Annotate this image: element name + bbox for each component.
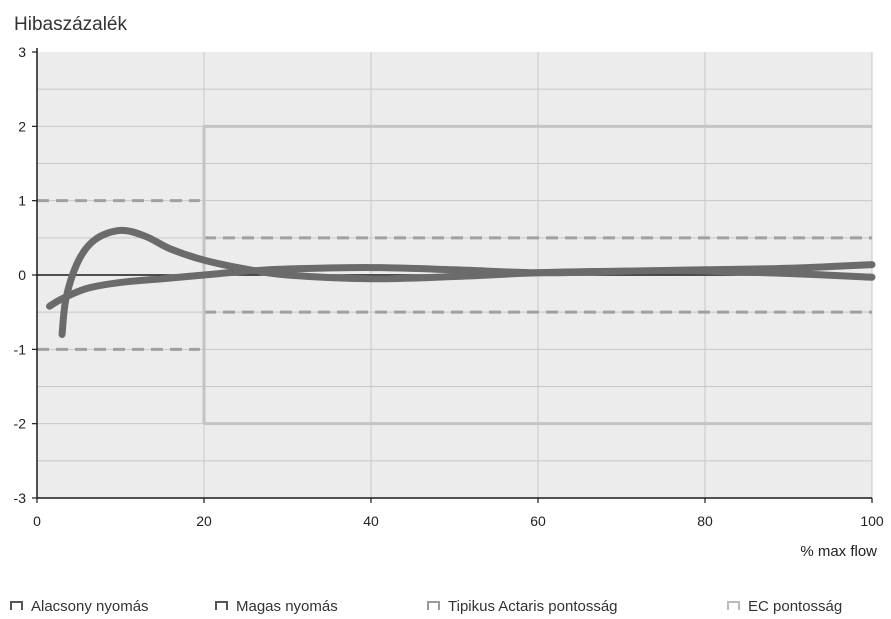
legend: Alacsony nyomás Magas nyomás Tipikus Act…	[0, 598, 891, 619]
x-tick-label: 80	[697, 513, 713, 529]
y-tick-label: 3	[18, 44, 26, 60]
legend-swatch	[215, 601, 228, 610]
x-tick-label: 20	[196, 513, 212, 529]
series-line-magas-nyomas	[46, 261, 876, 310]
legend-label: Magas nyomás	[236, 598, 338, 615]
x-tick-label: 100	[860, 513, 884, 529]
x-tick-label: 40	[363, 513, 379, 529]
legend-item-actaris: Tipikus Actaris pontosság	[427, 598, 618, 615]
y-tick-label: 1	[18, 193, 26, 209]
legend-label: Tipikus Actaris pontosság	[448, 598, 618, 615]
x-axis-label: % max flow	[800, 543, 877, 560]
legend-label: EC pontosság	[748, 598, 843, 615]
y-tick-label: -2	[14, 416, 27, 432]
legend-swatch	[10, 601, 23, 610]
legend-swatch	[427, 601, 440, 610]
legend-item-alacsony: Alacsony nyomás	[10, 598, 149, 615]
legend-item-magas: Magas nyomás	[215, 598, 338, 615]
y-tick-label: -3	[14, 490, 27, 506]
x-tick-label: 0	[33, 513, 41, 529]
legend-swatch	[727, 601, 740, 610]
y-tick-label: -1	[14, 341, 27, 357]
x-tick-label: 60	[530, 513, 546, 529]
legend-label: Alacsony nyomás	[31, 598, 149, 615]
y-tick-label: 0	[18, 267, 26, 283]
legend-item-ec: EC pontosság	[727, 598, 842, 615]
y-tick-label: 2	[18, 118, 26, 134]
y-axis-label: Hibaszázalék	[14, 14, 127, 35]
